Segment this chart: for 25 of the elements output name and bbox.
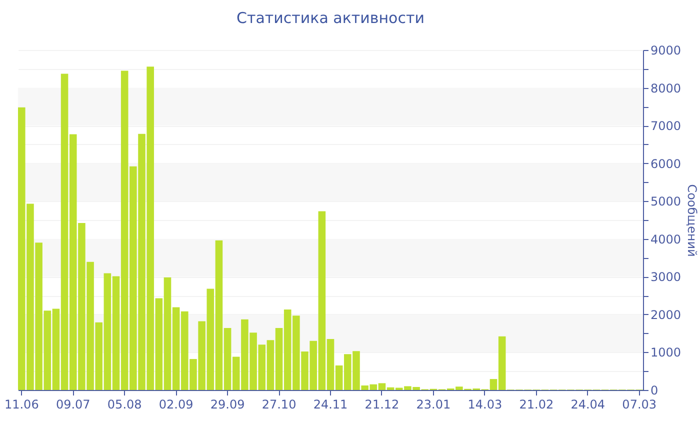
chart-title: Статистика активности bbox=[236, 9, 424, 27]
x-tick-label: 07.03 bbox=[622, 398, 657, 412]
x-tick-label: 11.06 bbox=[4, 398, 39, 412]
x-tick-label: 09.07 bbox=[56, 398, 90, 412]
x-tick-label: 05.08 bbox=[107, 398, 142, 412]
x-tick-label: 27.10 bbox=[262, 398, 296, 412]
x-tick-label: 23.01 bbox=[416, 398, 451, 412]
y2-tick-label: 2000 bbox=[650, 308, 682, 322]
y2-tick-label: 0 bbox=[650, 384, 658, 398]
y2-tick-label: 8000 bbox=[650, 81, 682, 96]
x-tick-label: 24.04 bbox=[570, 398, 606, 412]
x-tick-label: 21.12 bbox=[364, 398, 400, 412]
x-tick-label: 29.09 bbox=[210, 398, 245, 412]
y2-axis-title: Сообщений bbox=[685, 184, 700, 257]
x-tick-label: 02.09 bbox=[158, 398, 194, 412]
y2-tick-label: 9000 bbox=[650, 44, 682, 58]
y2-tick-label: 7000 bbox=[650, 119, 682, 134]
y2-tick-label: 1000 bbox=[650, 346, 682, 360]
x-tick-label: 21.02 bbox=[519, 398, 554, 412]
y2-tick-label: 5000 bbox=[650, 194, 682, 209]
x-tick-label: 24.11 bbox=[313, 398, 348, 412]
y2-tick-label: 4000 bbox=[650, 232, 682, 246]
y2-tick-label: 6000 bbox=[650, 156, 682, 171]
y2-tick-label: 3000 bbox=[650, 270, 682, 284]
x-tick-label: 14.03 bbox=[468, 398, 502, 412]
